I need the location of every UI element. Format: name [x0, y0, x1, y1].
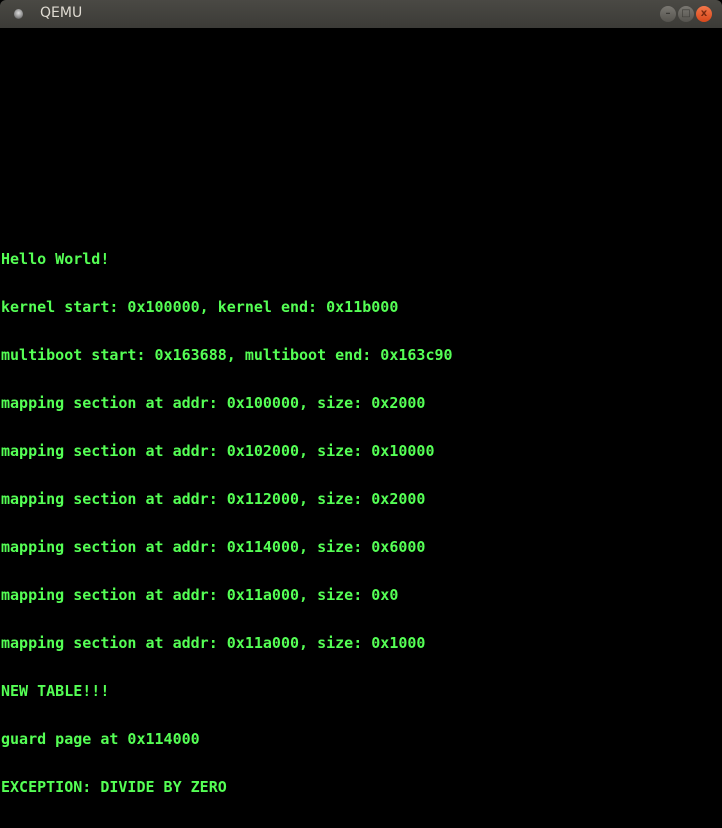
close-button[interactable]: x — [696, 6, 712, 22]
console-line: mapping section at addr: 0x114000, size:… — [1, 538, 426, 556]
console-line: EXCEPTION: DIVIDE BY ZERO — [1, 778, 227, 796]
console-line: mapping section at addr: 0x11a000, size:… — [1, 634, 426, 652]
maximize-button[interactable]: □ — [678, 6, 694, 22]
console-line: NEW TABLE!!! — [1, 682, 110, 700]
console-line: multiboot start: 0x163688, multiboot end… — [1, 346, 453, 364]
console-line: kernel start: 0x100000, kernel end: 0x11… — [1, 298, 399, 316]
console-line: guard page at 0x114000 — [1, 730, 200, 748]
console-line: mapping section at addr: 0x112000, size:… — [1, 490, 426, 508]
console-line: Hello World! — [1, 250, 110, 268]
minimize-button[interactable]: – — [660, 6, 676, 22]
console-output: Hello World! kernel start: 0x100000, ker… — [1, 219, 453, 827]
qemu-app-icon — [14, 9, 23, 19]
vm-display[interactable]: Hello World! kernel start: 0x100000, ker… — [0, 28, 722, 795]
console-line: mapping section at addr: 0x11a000, size:… — [1, 586, 399, 604]
console-line: mapping section at addr: 0x102000, size:… — [1, 442, 435, 460]
window-title: QEMU — [40, 5, 83, 21]
title-bar[interactable]: QEMU – □ x — [0, 0, 722, 28]
console-line: mapping section at addr: 0x100000, size:… — [1, 394, 426, 412]
